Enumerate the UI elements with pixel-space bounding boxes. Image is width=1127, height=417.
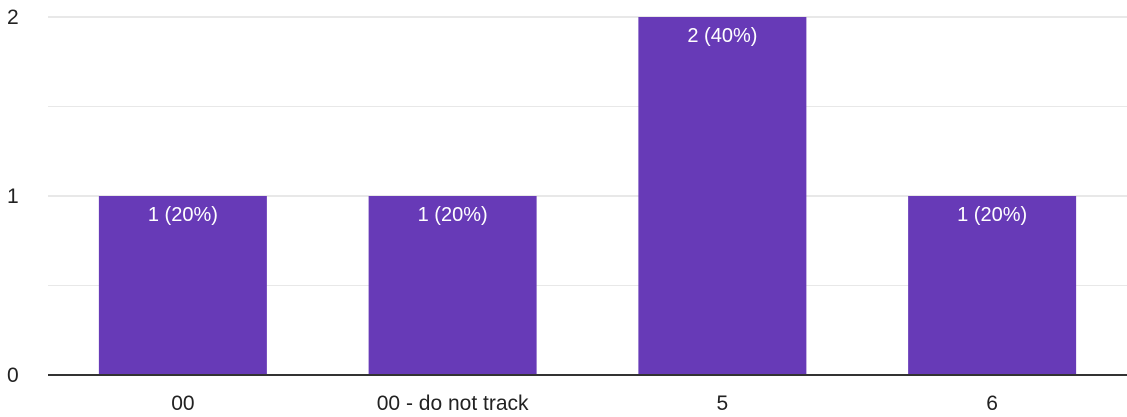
bar-1[interactable] — [368, 196, 537, 375]
x-tick-label: 5 — [717, 392, 729, 415]
bars — [98, 17, 1077, 375]
bar-3[interactable] — [908, 196, 1077, 375]
bar-0[interactable] — [98, 196, 267, 375]
data-label: 1 (20%) — [148, 204, 218, 226]
y-tick-label: 1 — [7, 185, 19, 208]
data-label: 2 (40%) — [687, 25, 757, 47]
y-tick-label: 2 — [7, 6, 19, 29]
x-tick-label: 00 — [171, 392, 194, 415]
data-labels: 1 (20%) 1 (20%) 2 (40%) 1 (20%) — [148, 25, 1027, 226]
x-tick-label: 00 - do not track — [377, 392, 529, 415]
data-label: 1 (20%) — [957, 204, 1027, 226]
x-tick-labels: 00 00 - do not track 5 6 — [171, 392, 998, 415]
bar-2[interactable] — [638, 17, 807, 375]
data-label: 1 (20%) — [418, 204, 488, 226]
x-tick-label: 6 — [986, 392, 998, 415]
y-tick-labels: 0 1 2 — [7, 6, 19, 387]
y-tick-label: 0 — [7, 364, 19, 387]
